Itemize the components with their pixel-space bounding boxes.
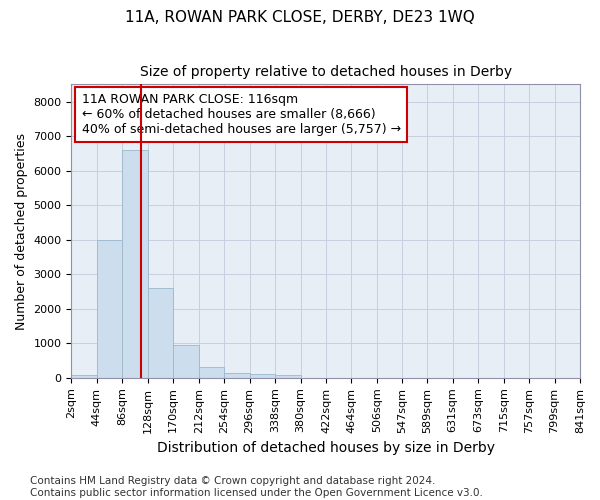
- Bar: [122, 150, 148, 378]
- Bar: [250, 374, 275, 378]
- Bar: [173, 345, 199, 378]
- Y-axis label: Number of detached properties: Number of detached properties: [15, 132, 28, 330]
- Bar: [97, 240, 122, 378]
- X-axis label: Distribution of detached houses by size in Derby: Distribution of detached houses by size …: [157, 441, 495, 455]
- Text: 11A ROWAN PARK CLOSE: 116sqm
← 60% of detached houses are smaller (8,666)
40% of: 11A ROWAN PARK CLOSE: 116sqm ← 60% of de…: [82, 93, 401, 136]
- Bar: [275, 374, 301, 378]
- Title: Size of property relative to detached houses in Derby: Size of property relative to detached ho…: [140, 65, 512, 79]
- Text: 11A, ROWAN PARK CLOSE, DERBY, DE23 1WQ: 11A, ROWAN PARK CLOSE, DERBY, DE23 1WQ: [125, 10, 475, 25]
- Text: Contains HM Land Registry data © Crown copyright and database right 2024.
Contai: Contains HM Land Registry data © Crown c…: [30, 476, 483, 498]
- Bar: [224, 374, 250, 378]
- Bar: [71, 375, 97, 378]
- Bar: [148, 288, 173, 378]
- Bar: [199, 368, 224, 378]
